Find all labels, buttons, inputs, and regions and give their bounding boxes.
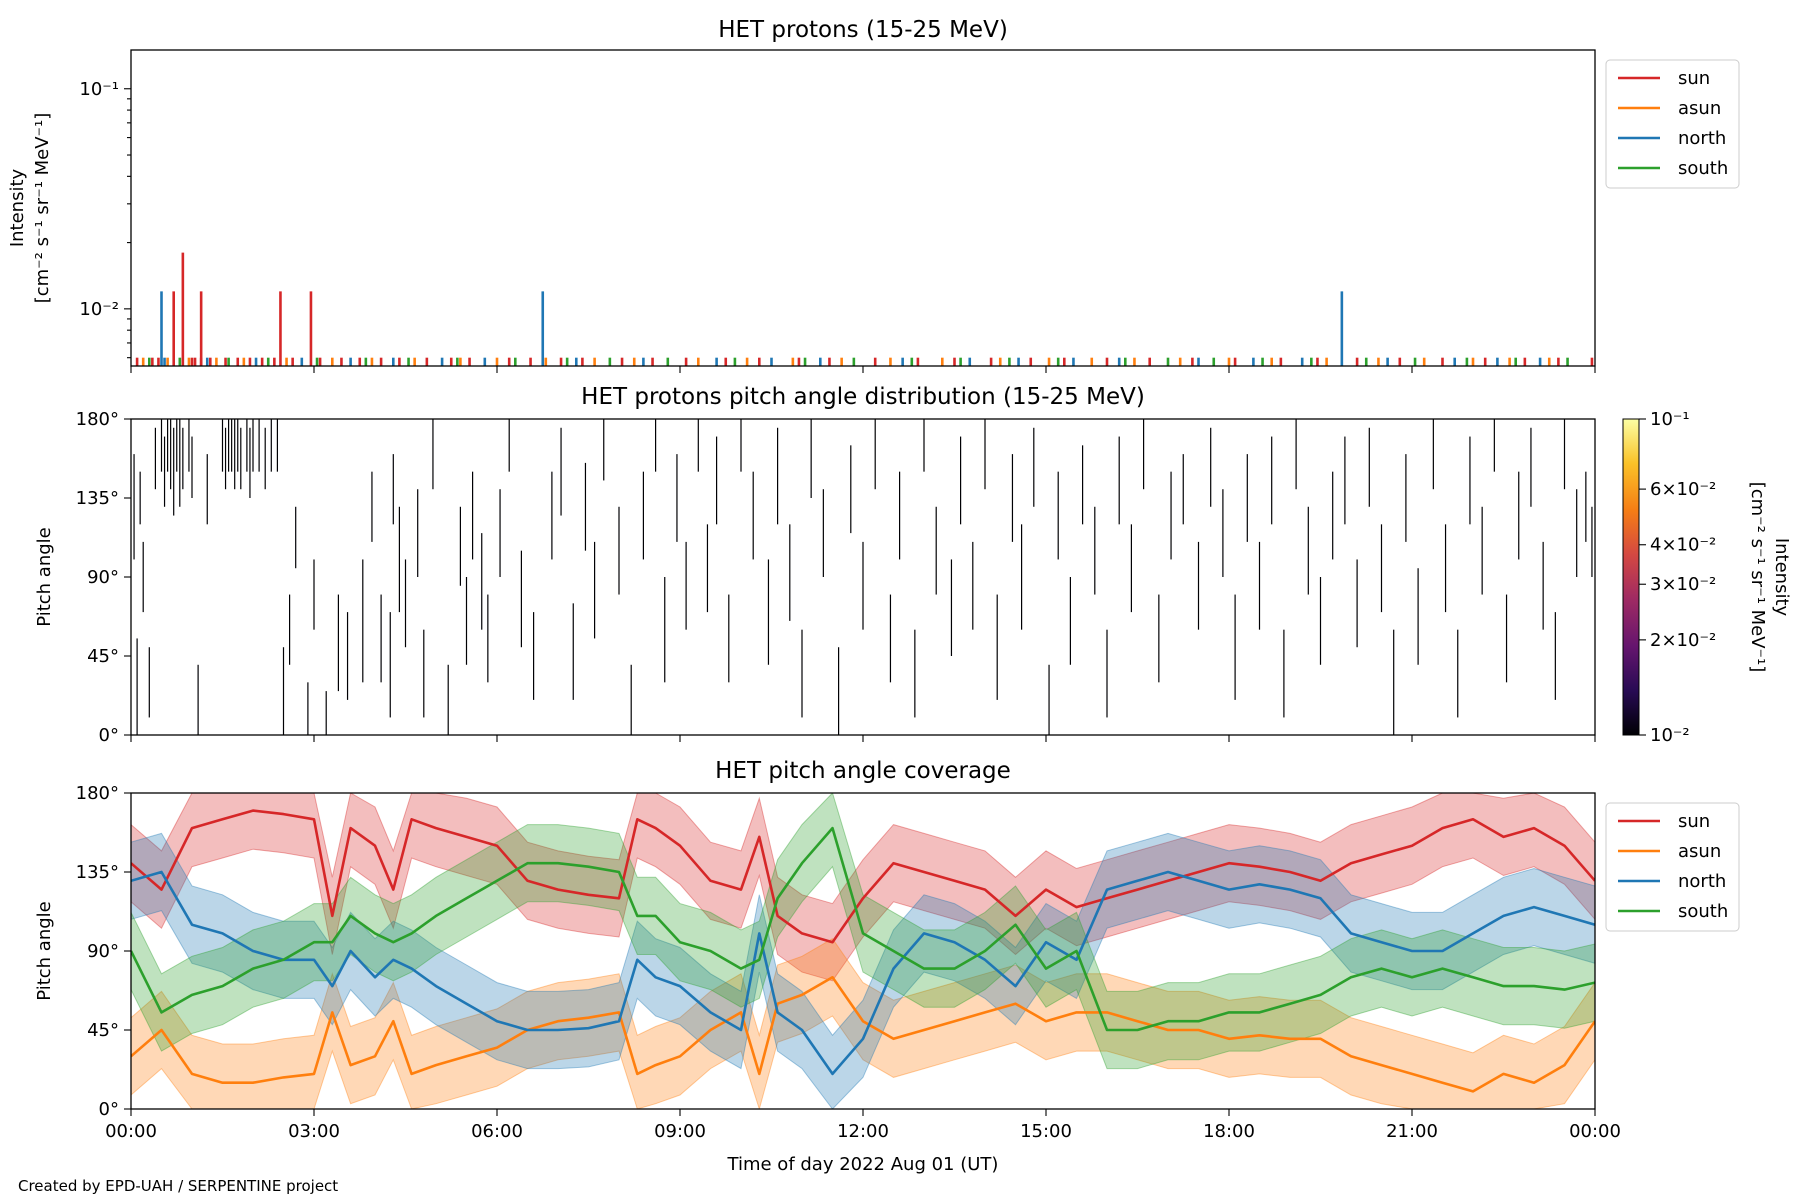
- pad-plot-area: [133, 419, 1593, 735]
- intensity-legend-label-sun: sun: [1678, 68, 1710, 89]
- coverage-title: HET pitch angle coverage: [715, 758, 1011, 784]
- intensity-plot-area: [135, 252, 1594, 366]
- coverage-band-sun: [131, 793, 1595, 982]
- x-tick-label: 00:00: [1569, 1121, 1621, 1142]
- coverage-panel: HET pitch angle coverage 0° 45° 90° 135° 180…: [34, 758, 1740, 1175]
- coverage-y-tick-label: 90°: [87, 941, 119, 962]
- colorbar-gradient: [1622, 418, 1640, 736]
- coverage-band-asun: [131, 938, 1595, 1109]
- coverage-legend-label-north: north: [1678, 871, 1726, 892]
- colorbar-tick-label: 10⁻¹: [1650, 409, 1690, 430]
- pad-title: HET protons pitch angle distribution (15…: [581, 384, 1145, 410]
- pad-y-tick-label: 180°: [76, 409, 119, 430]
- coverage-legend: sun asun north south: [1605, 802, 1740, 932]
- intensity-x-ticks: [130, 366, 1596, 373]
- x-tick-label: 21:00: [1386, 1121, 1438, 1142]
- pad-y-tick-label: 90°: [87, 567, 119, 588]
- coverage-line-north: [131, 870, 1595, 1076]
- x-tick-label: 12:00: [837, 1121, 889, 1142]
- pad-panel: HET protons pitch angle distribution (15…: [34, 384, 1792, 746]
- x-tick-label: 09:00: [654, 1121, 706, 1142]
- intensity-y-label-line1: Intensity: [7, 168, 28, 247]
- coverage-line-asun: [131, 975, 1595, 1093]
- coverage-legend-label-south: south: [1678, 901, 1728, 922]
- intensity-legend: sun asun north south: [1605, 59, 1740, 189]
- intensity-y-label-line2: [cm⁻² s⁻¹ sr⁻¹ MeV⁻¹]: [32, 113, 53, 304]
- pad-x-ticks: [130, 735, 1596, 742]
- x-tick-label: 00:00: [105, 1121, 157, 1142]
- intensity-legend-label-asun: asun: [1678, 98, 1721, 119]
- colorbar-tick-label: 4×10⁻²: [1650, 535, 1716, 556]
- pad-y-ticks: 0° 45° 90° 135° 180°: [76, 409, 131, 746]
- intensity-legend-label-north: north: [1678, 128, 1726, 149]
- coverage-y-tick-label: 180°: [76, 783, 119, 804]
- pad-y-tick-label: 45°: [87, 646, 119, 667]
- intensity-axes-frame: [130, 49, 1596, 367]
- x-axis-label: Time of day 2022 Aug 01 (UT): [727, 1154, 999, 1175]
- coverage-y-tick-label: 0°: [99, 1099, 119, 1120]
- colorbar: 10⁻¹ 6×10⁻² 4×10⁻² 3×10⁻² 2×10⁻² 10⁻² Intensi…: [1622, 409, 1792, 746]
- coverage-band-north: [131, 832, 1595, 1109]
- coverage-plot-area: [131, 793, 1595, 1109]
- coverage-y-tick-label: 45°: [87, 1020, 119, 1041]
- coverage-y-ticks: 0° 45° 90° 135° 180°: [76, 783, 131, 1120]
- x-tick-label: 06:00: [471, 1121, 523, 1142]
- coverage-y-label: Pitch angle: [34, 901, 55, 1000]
- x-tick-label: 18:00: [1203, 1121, 1255, 1142]
- coverage-line-sun: [131, 809, 1595, 944]
- colorbar-tick-label: 2×10⁻²: [1650, 630, 1716, 651]
- coverage-y-tick-label: 135°: [76, 862, 119, 883]
- coverage-line-south: [131, 826, 1595, 1032]
- colorbar-tick-label: 3×10⁻²: [1650, 574, 1716, 595]
- coverage-legend-label-sun: sun: [1678, 811, 1710, 832]
- pad-y-tick-label: 135°: [76, 488, 119, 509]
- coverage-x-ticks: 00:00 03:00 06:00 09:00 12:00 15:00 18:00 21:00…: [105, 1109, 1621, 1142]
- colorbar-tick-label: 6×10⁻²: [1650, 479, 1716, 500]
- coverage-legend-label-asun: asun: [1678, 841, 1721, 862]
- x-tick-label: 15:00: [1020, 1121, 1072, 1142]
- x-tick-label: 03:00: [288, 1121, 340, 1142]
- intensity-legend-label-south: south: [1678, 158, 1728, 179]
- intensity-series-group: [135, 252, 1594, 366]
- intensity-panel: HET protons (15-25 MeV) 10⁻¹ 10⁻² Intensi…: [7, 17, 1740, 373]
- pad-y-label: Pitch angle: [34, 527, 55, 626]
- credit-footer: Created by EPD-UAH / SERPENTINE project: [18, 1177, 338, 1195]
- intensity-y-ticks: 10⁻¹ 10⁻²: [79, 79, 131, 359]
- colorbar-ticks: 10⁻¹ 6×10⁻² 4×10⁻² 3×10⁻² 2×10⁻² 10⁻²: [1639, 409, 1716, 746]
- coverage-lines-group: [131, 809, 1595, 1093]
- colorbar-tick-label: 10⁻²: [1650, 725, 1690, 746]
- pad-data-group: [133, 419, 1593, 735]
- intensity-y-tick-label: 10⁻²: [79, 299, 119, 320]
- intensity-title: HET protons (15-25 MeV): [718, 17, 1008, 43]
- pad-y-tick-label: 0°: [99, 725, 119, 746]
- colorbar-label-line2: [cm⁻² s⁻¹ sr⁻¹ MeV⁻¹]: [1747, 482, 1768, 673]
- intensity-y-tick-label: 10⁻¹: [79, 79, 119, 100]
- colorbar-label-line1: Intensity: [1771, 538, 1792, 617]
